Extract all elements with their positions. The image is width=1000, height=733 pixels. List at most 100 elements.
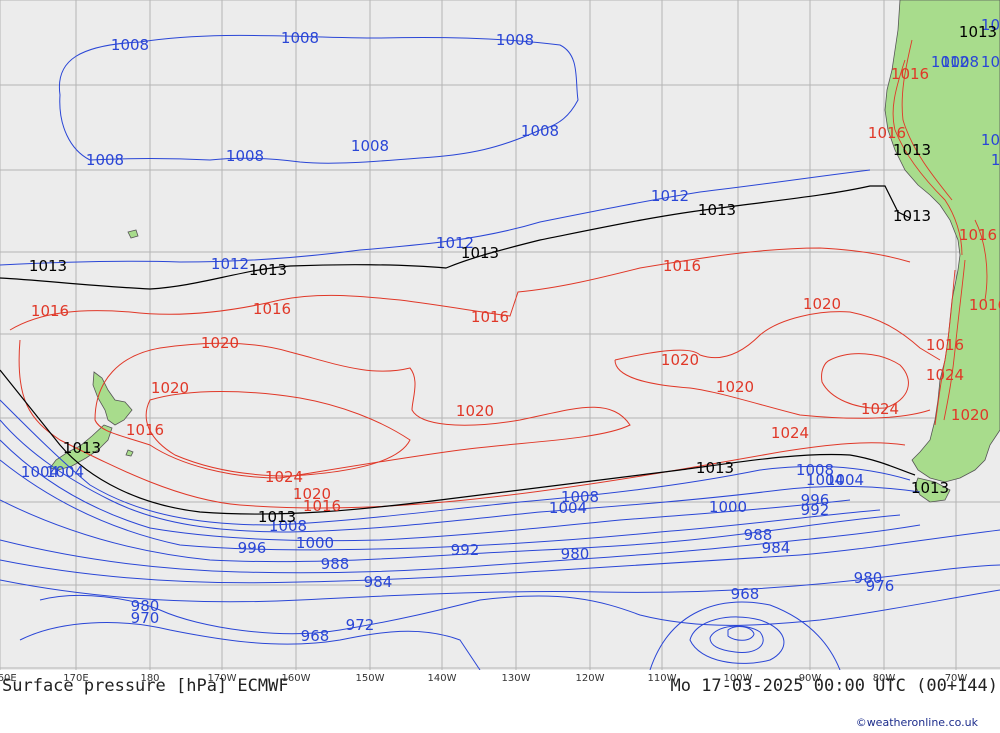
longitude-label: 120W bbox=[575, 673, 605, 684]
isobar-label-high: 1016 bbox=[959, 226, 997, 244]
isobar-1013-north bbox=[0, 185, 911, 290]
isobar-1020-east-lower bbox=[614, 359, 931, 419]
isobar-label-low: 1004 bbox=[826, 471, 864, 489]
isobar-label-standard: 1013 bbox=[911, 479, 949, 497]
isobar-label-low: 1008 bbox=[86, 151, 124, 169]
isobar-1020-west bbox=[94, 342, 631, 479]
isobar-label-low: 1008 bbox=[351, 137, 389, 155]
isobar-992 bbox=[0, 499, 901, 563]
isobar-label-low: 988 bbox=[744, 526, 773, 544]
longitude-label: 170E bbox=[63, 673, 89, 684]
ocean-background bbox=[0, 0, 1000, 670]
tierra-del-fuego bbox=[914, 477, 951, 503]
isobar-label-low: 1012 bbox=[991, 151, 1000, 169]
isobar-960 bbox=[709, 625, 764, 654]
isobar-label-low: 1013 bbox=[981, 16, 1000, 34]
isobar-label-low: 980 bbox=[131, 597, 160, 615]
isobar-label-standard: 1013 bbox=[698, 201, 736, 219]
isobar-label-low: 1008 bbox=[269, 517, 307, 535]
isobar-label-low: 1008 bbox=[226, 147, 264, 165]
valid-time: Mo 17-03-2025 00:00 UTC (00+144) bbox=[670, 676, 998, 696]
isobar-1024-west bbox=[145, 391, 411, 477]
longitude-label: 140W bbox=[427, 673, 457, 684]
longitude-label: 160W bbox=[281, 673, 311, 684]
isobar-label-standard: 1013 bbox=[461, 244, 499, 262]
isobar-label-high: 1020 bbox=[661, 351, 699, 369]
isobar-label-low: 980 bbox=[854, 569, 883, 587]
isobar-1020-east bbox=[614, 311, 941, 361]
isobar-label-high: 1016 bbox=[303, 497, 341, 515]
credit-link[interactable]: ©weatheronline.co.uk bbox=[855, 716, 978, 729]
isobar-label-high: 1024 bbox=[926, 366, 964, 384]
isobar-label-high: 1016 bbox=[126, 421, 164, 439]
isobar-label-standard: 1013 bbox=[696, 459, 734, 477]
isobar-label-high: 1016 bbox=[868, 124, 906, 142]
isobar-label-low: 1012 bbox=[436, 234, 474, 252]
isobar-label-high: 1024 bbox=[265, 468, 303, 486]
isobar-label-low: 1012 bbox=[211, 255, 249, 273]
longitude-label: 90W bbox=[798, 673, 822, 684]
andes-relief bbox=[892, 39, 988, 426]
isobar-1013-south bbox=[0, 369, 916, 515]
isobar-label-high: 1020 bbox=[716, 378, 754, 396]
isobar-label-high: 1020 bbox=[201, 334, 239, 352]
isobar-label-low: 972 bbox=[346, 616, 375, 634]
longitude-label: 70W bbox=[944, 673, 968, 684]
isobar-label-low: 996 bbox=[801, 491, 830, 509]
isobar-984 bbox=[0, 529, 1000, 584]
isobar-988 bbox=[0, 524, 921, 574]
isobar-label-standard: 1013 bbox=[893, 207, 931, 225]
isobar-label-low: 988 bbox=[321, 555, 350, 573]
isobar-label-low: 1008 bbox=[941, 53, 979, 71]
isobar-1012-north bbox=[0, 169, 871, 266]
isobar-label-low: 1004 bbox=[806, 471, 844, 489]
isobar-label-low: 1008 bbox=[561, 488, 599, 506]
isobar-956 bbox=[727, 626, 755, 641]
isobar-label-low: 992 bbox=[451, 541, 480, 559]
isobar-label-high: 1016 bbox=[926, 336, 964, 354]
pressure-map: 1008 1008 1008 1008 1008 1008 1008 1012 1012 1012… bbox=[0, 0, 1000, 670]
isobar-label-standard: 1013 bbox=[249, 261, 287, 279]
isobar-label-low: 1012 bbox=[931, 53, 969, 71]
isobar-label-standard: 1013 bbox=[893, 141, 931, 159]
isobar-label-standard: 1013 bbox=[258, 508, 296, 526]
isobar-label-low: 980 bbox=[561, 545, 590, 563]
isobar-label-high: 1016 bbox=[31, 302, 69, 320]
isobar-label-low: 970 bbox=[131, 609, 160, 627]
isobar-label-low: 1012 bbox=[981, 131, 1000, 149]
isobar-968 bbox=[649, 601, 841, 670]
isobar-label-low: 984 bbox=[364, 573, 393, 591]
isobar-964 bbox=[689, 616, 785, 664]
longitude-label: 100W bbox=[723, 673, 753, 684]
fiji-islands bbox=[127, 229, 139, 239]
isobar-label-low: 996 bbox=[238, 539, 267, 557]
isobar-1000 bbox=[0, 439, 851, 542]
map-title: Surface pressure [hPa] ECMWF bbox=[2, 676, 289, 696]
longitude-label: 170W bbox=[207, 673, 237, 684]
isobar-label-low: 1008 bbox=[111, 36, 149, 54]
isobar-label-high: 1016 bbox=[663, 257, 701, 275]
isobar-label-low: 1012 bbox=[981, 53, 1000, 71]
longitude-label: 150W bbox=[355, 673, 385, 684]
longitude-label: 110W bbox=[647, 673, 677, 684]
isobar-label-low: 968 bbox=[731, 585, 760, 603]
isobar-label-low: 1008 bbox=[281, 29, 319, 47]
isobar-976 bbox=[39, 589, 1000, 635]
isobar-label-high: 1016 bbox=[891, 65, 929, 83]
isobar-label-standard: 1013 bbox=[29, 257, 67, 275]
isobar-label-high: 1020 bbox=[293, 485, 331, 503]
isobar-label-low: 1012 bbox=[651, 187, 689, 205]
isobar-1008-north bbox=[58, 34, 579, 164]
isobar-label-standard: 1013 bbox=[63, 439, 101, 457]
isobar-label-low: 1008 bbox=[496, 31, 534, 49]
isobar-label-low: 1004 bbox=[549, 499, 587, 517]
isobar-972 bbox=[19, 622, 481, 670]
isobar-label-low: 968 bbox=[301, 627, 330, 645]
isobar-label-high: 1016 bbox=[969, 296, 1000, 314]
isobar-label-high: 1016 bbox=[471, 308, 509, 326]
longitude-label: 180 bbox=[140, 673, 160, 684]
isobar-label-low: 976 bbox=[866, 577, 895, 595]
isobar-label-high: 1016 bbox=[253, 300, 291, 318]
